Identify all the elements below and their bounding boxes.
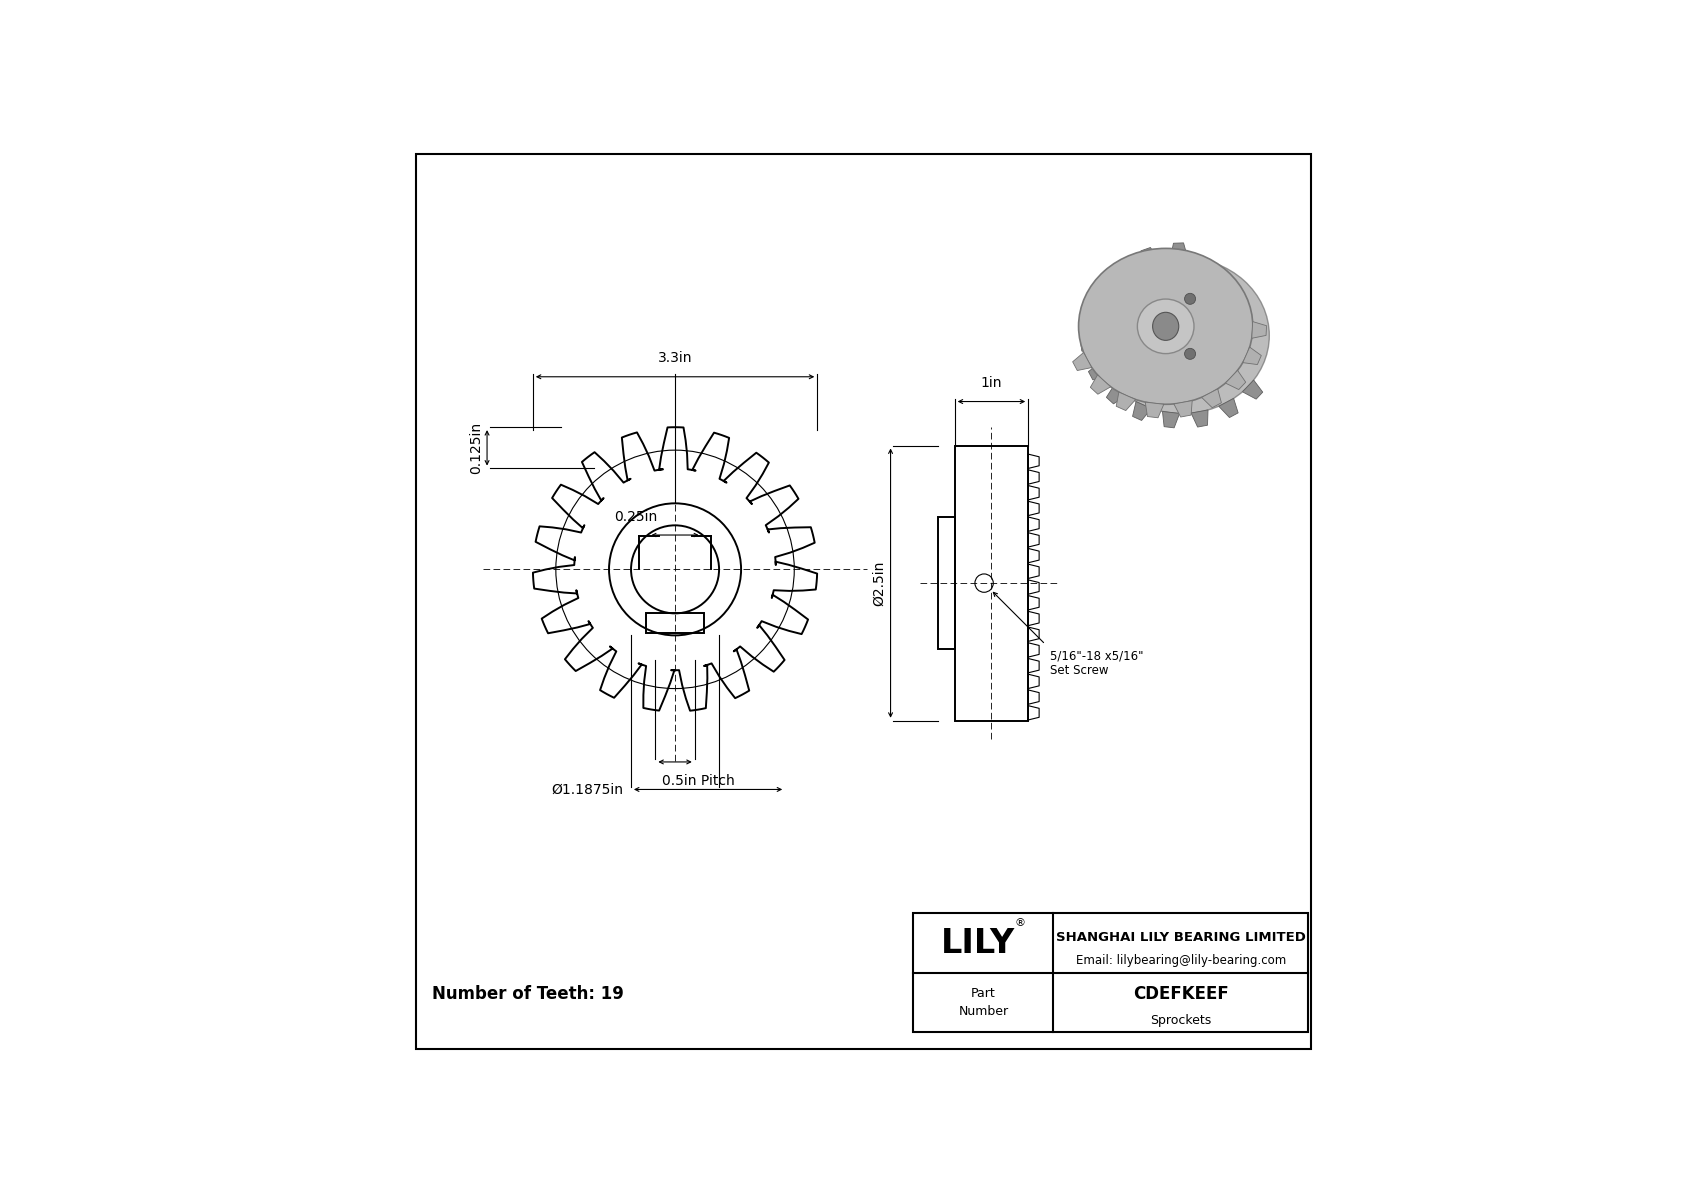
Polygon shape <box>1133 401 1152 420</box>
Polygon shape <box>1174 400 1192 417</box>
Polygon shape <box>1106 385 1127 404</box>
Polygon shape <box>1113 262 1133 281</box>
Polygon shape <box>1081 312 1100 326</box>
Polygon shape <box>1191 410 1207 428</box>
Polygon shape <box>1226 370 1246 389</box>
Text: 0.25in: 0.25in <box>613 510 657 524</box>
Polygon shape <box>1243 347 1261 364</box>
Polygon shape <box>1170 243 1187 258</box>
Bar <box>955 445 1029 721</box>
Text: ®: ® <box>1015 918 1026 928</box>
Circle shape <box>1184 348 1196 360</box>
Polygon shape <box>1202 389 1221 407</box>
Ellipse shape <box>1152 312 1179 341</box>
Text: Email: lilybearing@lily-bearing.com: Email: lilybearing@lily-bearing.com <box>1076 954 1287 967</box>
Polygon shape <box>1090 375 1111 394</box>
Text: 0.5in Pitch: 0.5in Pitch <box>662 774 734 788</box>
Polygon shape <box>1093 283 1113 303</box>
Polygon shape <box>1142 248 1159 266</box>
Text: 3.3in: 3.3in <box>658 351 692 364</box>
Text: CDEFKEEF: CDEFKEEF <box>1133 985 1229 1003</box>
Polygon shape <box>1145 403 1164 418</box>
Text: LILY: LILY <box>941 927 1015 960</box>
Ellipse shape <box>1078 249 1253 404</box>
Bar <box>647 613 704 634</box>
Text: 5/16"-18 x5/16"
Set Screw: 5/16"-18 x5/16" Set Screw <box>1051 649 1143 678</box>
Circle shape <box>1184 293 1196 305</box>
Ellipse shape <box>1137 299 1194 354</box>
Bar <box>938 517 955 649</box>
Polygon shape <box>1243 380 1263 399</box>
Text: Sprockets: Sprockets <box>1150 1014 1211 1027</box>
Text: Ø2.5in: Ø2.5in <box>872 561 886 606</box>
Polygon shape <box>1219 399 1238 418</box>
Polygon shape <box>1081 337 1098 353</box>
Polygon shape <box>1116 392 1135 411</box>
Polygon shape <box>1162 411 1179 428</box>
Text: SHANGHAI LILY BEARING LIMITED: SHANGHAI LILY BEARING LIMITED <box>1056 930 1305 943</box>
Text: Number of Teeth: 19: Number of Teeth: 19 <box>433 985 623 1003</box>
Text: 1in: 1in <box>980 375 1002 389</box>
Text: 0.125in: 0.125in <box>470 422 483 474</box>
Text: Ø1.1875in: Ø1.1875in <box>552 782 623 797</box>
Bar <box>913 913 1308 1033</box>
Polygon shape <box>1088 362 1108 380</box>
Text: Part
Number: Part Number <box>958 987 1009 1018</box>
Polygon shape <box>1073 353 1091 370</box>
Ellipse shape <box>1095 257 1270 413</box>
Polygon shape <box>1251 322 1266 338</box>
